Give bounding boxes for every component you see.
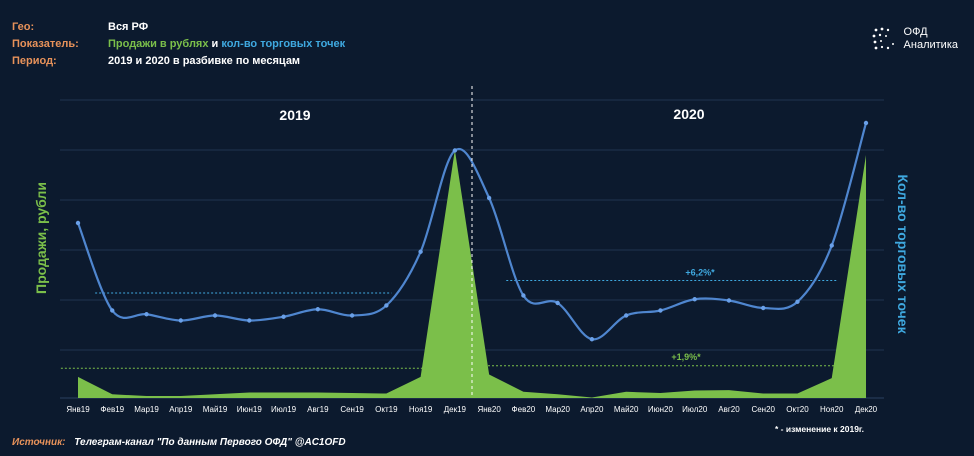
x-tick-Окт19: Окт19 [375, 405, 398, 414]
year-label-2019: 2019 [279, 107, 310, 123]
point-marker-Июн19 [247, 318, 252, 323]
x-tick-Янв19: Янв19 [66, 405, 90, 414]
y-axis-left-label: Продажи, рубли [33, 182, 49, 294]
point-marker-Май20 [623, 313, 629, 318]
x-tick-Июл19: Июл19 [271, 405, 297, 414]
point-marker-Июл20 [692, 297, 697, 302]
geo-row: Гео: Вся РФ [12, 18, 345, 35]
dots-logo-icon [872, 27, 894, 50]
point-marker-Окт20 [795, 299, 800, 304]
indicator-sales: Продажи в рублях [108, 37, 209, 50]
reference-lines [60, 280, 837, 369]
x-tick-Мар19: Мар19 [134, 405, 159, 414]
x-tick-Июн20: Июн20 [648, 405, 674, 414]
indicator-label: Показатель: [12, 37, 79, 50]
point-marker-Авг19 [315, 307, 321, 312]
x-tick-Фев19: Фев19 [100, 405, 124, 414]
x-tick-Ноя19: Ноя19 [409, 405, 433, 414]
point-marker-Янв20 [486, 195, 492, 201]
meta-block: Гео: Вся РФ Показатель: Продажи в рублях… [12, 18, 345, 69]
point-marker-Июн20 [658, 308, 663, 313]
annotation-points-change: +6,2%* [685, 268, 715, 278]
indicator-value: Продажи в рублях и кол-во торговых точек [108, 38, 345, 50]
point-marker-Мар19 [144, 312, 149, 317]
x-tick-Апр19: Апр19 [169, 405, 193, 414]
period-row: Период: 2019 и 2020 в разбивке по месяца… [12, 52, 345, 69]
point-marker-Ноя19 [418, 249, 423, 254]
footnote: * - изменение к 2019г. [774, 424, 864, 434]
indicator-and: и [208, 37, 222, 50]
point-marker-Дек20 [863, 120, 869, 126]
ofd-logo: ОФД Аналитика [872, 26, 958, 52]
point-marker-Окт19 [384, 303, 389, 308]
x-tick-Июн19: Июн19 [237, 405, 263, 414]
point-marker-Дек19 [452, 148, 458, 153]
indicator-points: кол-во торговых точек [221, 37, 346, 50]
point-marker-Апр19 [178, 318, 183, 323]
point-marker-Сен20 [761, 305, 766, 311]
point-marker-Мар20 [555, 300, 560, 306]
x-tick-Окт20: Окт20 [786, 405, 809, 414]
points-line [75, 120, 869, 342]
point-marker-Фев19 [110, 308, 115, 313]
point-marker-Янв19 [75, 220, 81, 226]
logo-text: ОФД Аналитика [904, 26, 958, 52]
point-marker-Июл19 [281, 314, 286, 319]
point-marker-Апр20 [589, 337, 595, 342]
x-tick-Дек20: Дек20 [855, 405, 878, 414]
point-marker-Авг20 [726, 298, 732, 303]
x-tick-Авг19: Авг19 [307, 405, 329, 414]
x-tick-Май20: Май20 [614, 405, 639, 414]
x-tick-Сен20: Сен20 [751, 405, 775, 414]
x-tick-Апр20: Апр20 [580, 405, 604, 414]
source-footer: Источник: Телеграм-канал "По данным Перв… [12, 437, 346, 448]
period-label: Период: [12, 54, 57, 67]
point-marker-Май19 [212, 313, 218, 318]
annotation-sales-change: +1,9%* [671, 352, 701, 362]
period-value: 2019 и 2020 в разбивке по месяцам [108, 54, 301, 67]
y-axis-right-label: Кол-во торговых точек [895, 174, 911, 334]
logo-line2: Аналитика [903, 39, 958, 51]
point-marker-Ноя20 [829, 243, 834, 248]
source-label: Источник: [12, 437, 66, 448]
x-tick-Дек19: Дек19 [444, 405, 467, 414]
source-value: Телеграм-канал "По данным Первого ОФД" @… [74, 437, 346, 448]
x-tick-Июл20: Июл20 [682, 405, 708, 414]
x-tick-Мар20: Мар20 [545, 405, 570, 414]
x-tick-Янв20: Янв20 [477, 405, 501, 414]
x-tick-labels: Янв19 Фев19 Мар19 Апр19 Май19 Июн19 Июл19 Авг19… [66, 405, 877, 414]
x-tick-Фев20: Фев20 [512, 405, 536, 414]
indicator-row: Показатель: Продажи в рублях и кол-во то… [12, 35, 345, 52]
x-tick-Май19: Май19 [203, 405, 228, 414]
x-tick-Авг20: Авг20 [718, 405, 740, 414]
geo-value: Вся РФ [108, 20, 149, 33]
point-marker-Фев20 [521, 293, 526, 298]
geo-label: Гео: [12, 20, 35, 33]
year-label-2020: 2020 [673, 106, 704, 122]
logo-line1: ОФД [903, 26, 928, 38]
x-tick-Сен19: Сен19 [340, 405, 364, 414]
x-tick-Ноя20: Ноя20 [820, 405, 844, 414]
point-marker-Сен19 [349, 313, 355, 318]
